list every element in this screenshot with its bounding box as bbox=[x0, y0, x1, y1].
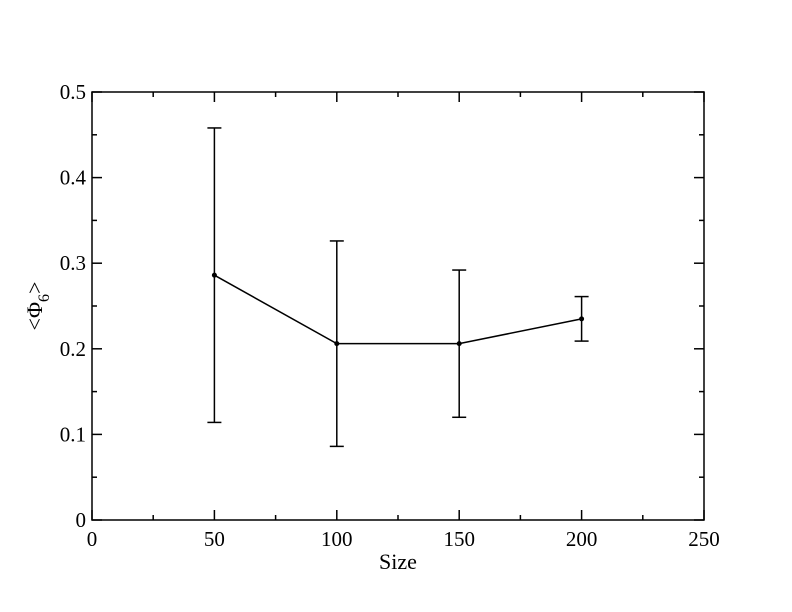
x-tick-label: 250 bbox=[688, 527, 720, 551]
axis-tick-labels: 0 50 100 150 200 250 0 0.1 0.2 0.3 0.4 0.5 bbox=[60, 80, 720, 551]
data-point bbox=[456, 341, 462, 347]
x-tick-label: 50 bbox=[204, 527, 225, 551]
y-tick-label: 0.1 bbox=[60, 422, 86, 446]
x-tick-label: 100 bbox=[321, 527, 353, 551]
y-tick-label: 0.2 bbox=[60, 337, 86, 361]
x-axis-label: Size bbox=[379, 549, 417, 574]
x-tick-label: 200 bbox=[566, 527, 598, 551]
data-point bbox=[211, 272, 217, 278]
y-tick-label: 0.4 bbox=[60, 166, 87, 190]
y-tick-label: 0 bbox=[76, 508, 87, 532]
series-line bbox=[214, 274, 582, 345]
data-point bbox=[334, 341, 340, 347]
x-tick-label: 0 bbox=[87, 527, 98, 551]
y-tick-label: 0.3 bbox=[60, 251, 86, 275]
data-series bbox=[207, 127, 589, 448]
y-axis-label-main: <Φ bbox=[22, 302, 47, 331]
axis-ticks bbox=[91, 91, 705, 521]
y-axis-label-end: > bbox=[22, 282, 47, 294]
data-point bbox=[579, 316, 585, 322]
plot-frame bbox=[91, 91, 705, 521]
y-tick-label: 0.5 bbox=[60, 80, 86, 104]
svg-text:<Φ6>: <Φ6> bbox=[22, 282, 53, 331]
y-axis-label-sub: 6 bbox=[36, 294, 53, 302]
x-tick-label: 150 bbox=[443, 527, 475, 551]
y-axis-label: <Φ6> bbox=[22, 282, 53, 331]
